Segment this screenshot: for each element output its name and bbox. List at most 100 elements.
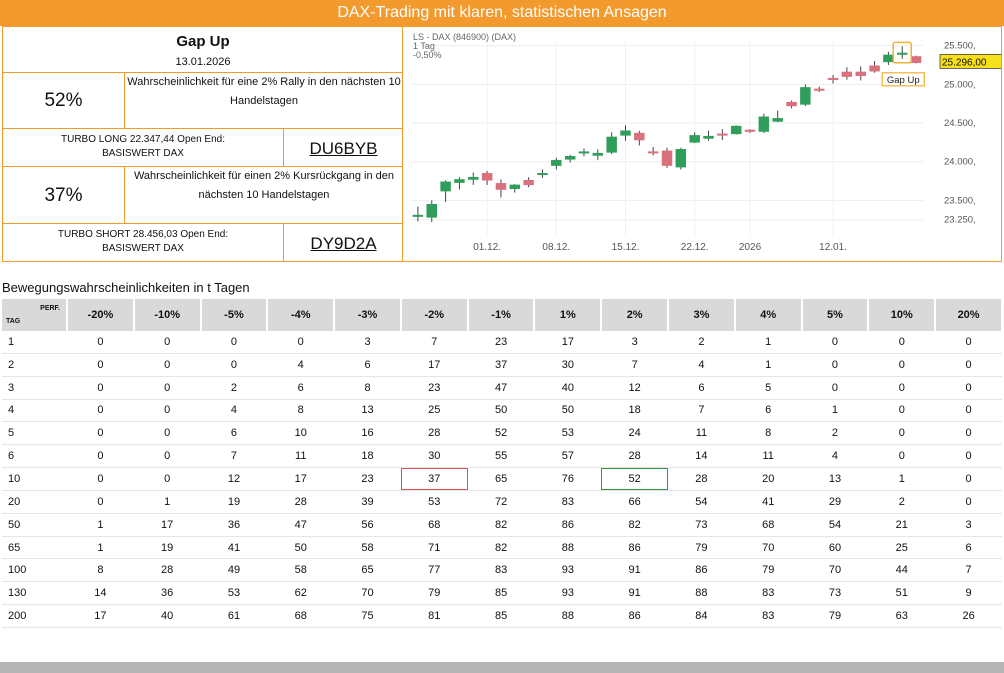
table-cell: 8 [67,558,134,583]
table-cell: 23 [334,467,401,491]
table-cell: 0 [67,444,134,469]
table-cell: 4 [668,353,735,377]
table-cell: 0 [801,331,869,354]
candle-up [578,151,590,154]
table-cell: 53 [200,581,268,606]
long-turbo-line2: BASISWERT DAX [102,148,184,159]
table-cell: 41 [200,536,268,560]
table-cell: 7 [400,331,468,354]
tag-label: TAG [6,318,21,325]
table-title: Bewegungswahrscheinlichkeiten in t Tagen [2,280,250,295]
table-cell: 93 [534,581,602,606]
table-cell: 82 [601,513,669,537]
table-cell: 21 [868,513,936,537]
table-cell: 40 [534,376,602,400]
column-header: -2% [400,299,469,331]
table-cell: 0 [67,421,134,446]
table-cell: 0 [935,467,1002,491]
table-cell: 72 [467,490,535,514]
table-row: 200 17 40 61 68 75 81 85 88 86 84 83 79 63 26 [2,604,1002,628]
table-cell: 86 [668,558,735,583]
table-cell: 11 [267,444,335,469]
table-cell: 0 [133,331,201,354]
table-cell: 26 [935,604,1002,628]
table-cell: 70 [801,558,869,583]
candle-up [675,149,687,168]
table-cell: 0 [935,353,1002,377]
candle-up [468,176,479,180]
table-cell: 0 [868,399,936,423]
y-tick-label: 24.500, [944,118,976,129]
table-cell: 3 [935,513,1002,537]
candle-up [897,52,908,55]
chart-header-line: -0,50% [413,50,442,60]
table-cell: 13 [334,399,401,423]
table-cell: 14 [67,581,134,606]
table-cell: 28 [267,490,335,514]
column-header: 1% [534,299,603,331]
table-row: 130 14 36 53 62 70 79 85 93 91 88 83 73 51 9 [2,581,1002,606]
table-cell: 86 [601,604,669,628]
table-cell: 62 [267,581,335,606]
candle-up [537,173,548,176]
long-turbo-code-link[interactable]: DU6BYB [284,129,403,167]
gap-up-annotation: Gap Up [887,75,920,86]
table-cell: 54 [801,513,869,537]
table-cell: 8 [734,421,802,446]
table-cell: 56 [334,513,401,537]
table-cell: 77 [400,558,468,583]
short-turbo-code-link[interactable]: DY9D2A [310,234,377,253]
table-cell: 37 [467,353,535,377]
table-cell: 68 [734,513,802,537]
table-cell: 19 [133,536,201,560]
candle-up [426,203,437,218]
x-tick-label: 01.12. [473,242,501,253]
table-cell: 49 [200,558,268,583]
table-cell: 16 [334,421,401,446]
table-cell: 1 [801,399,869,423]
table-cell: 28 [668,467,735,491]
candle-down [813,88,825,91]
table-cell: 30 [534,353,602,377]
table-cell: 12 [601,376,669,400]
row-tag: 50 [2,513,67,537]
table-cell: 0 [133,399,201,423]
chart-header-line: 1 Tag [413,41,435,51]
table-cell: 83 [734,581,802,606]
table-cell: 0 [67,490,134,514]
table-cell: 0 [868,331,936,354]
table-cell: 37 [400,467,468,491]
table-cell: 0 [935,376,1002,400]
price-tag-box [939,54,1001,69]
table-row: 5 0 0 6 10 16 28 52 53 24 11 8 2 0 0 [2,421,1002,446]
x-tick-label: 12.01. [819,242,847,253]
candle-up [592,152,604,156]
candle-down [647,151,659,154]
table-cell: 36 [133,581,201,606]
table-cell: 84 [668,604,735,628]
short-turbo-info: TURBO SHORT 28.456,03 Open End: BASISWER… [3,224,284,262]
column-header: 5% [801,299,870,331]
table-cell: 0 [935,331,1002,354]
table-cell: 58 [334,536,401,560]
dax-chart-panel: 23.250, 23.500, 24.000, 24.500, 25.000, 25.50… [402,26,1002,262]
table-cell: 14 [668,444,735,469]
short-description: Wahrscheinlichkeit für einen 2% Kursrück… [125,167,403,224]
table-cell: 52 [467,421,535,446]
table-cell: 1 [734,353,802,377]
table-cell: 0 [67,353,134,377]
table-cell: 47 [467,376,535,400]
table-row: 2 0 0 0 4 6 17 37 30 7 4 1 0 0 0 [2,353,1002,377]
row-tag: 200 [2,604,67,628]
long-turbo-info: TURBO LONG 22.347,44 Open End: BASISWERT… [3,129,284,167]
table-cell: 0 [67,399,134,423]
table-cell: 3 [601,331,669,354]
table-cell: 70 [334,581,401,606]
short-turbo-line1: TURBO SHORT 28.456,03 Open End: [57,229,229,240]
table-cell: 44 [868,558,936,583]
column-header: 3% [668,299,736,331]
candle-up [703,135,714,139]
table-cell: 28 [601,444,669,469]
table-cell: 7 [935,558,1002,583]
y-tick-label: 23.500, [944,195,976,206]
